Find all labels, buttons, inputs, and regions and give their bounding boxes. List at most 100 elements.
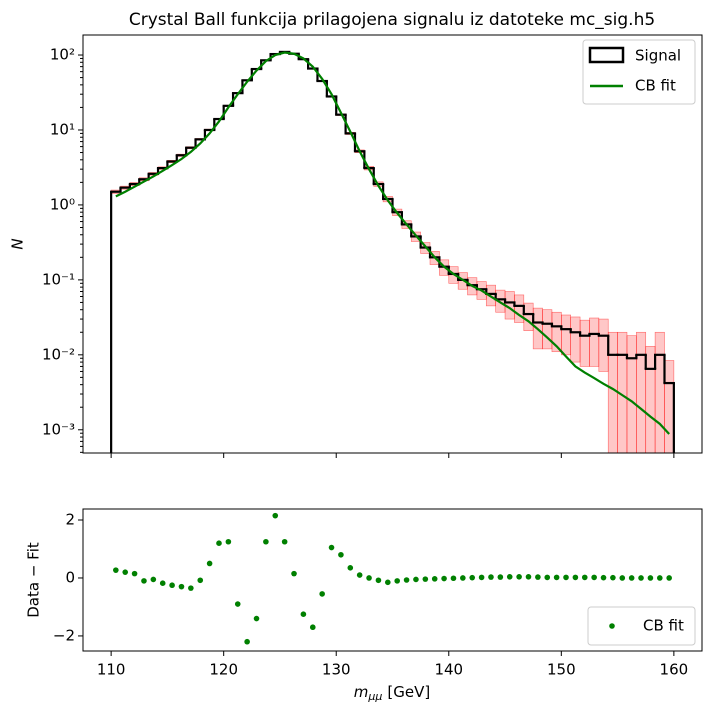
point [535, 574, 541, 580]
point [656, 575, 663, 581]
y-tick-label: 10² [50, 46, 75, 64]
point [300, 611, 307, 617]
point [244, 638, 250, 645]
x-label-subscript: μμ [367, 690, 382, 703]
point [328, 544, 335, 551]
point [581, 574, 588, 581]
error-band [654, 331, 665, 454]
point [356, 572, 363, 578]
error-band [523, 302, 534, 331]
point [497, 574, 504, 580]
legend-swatch [609, 623, 615, 629]
point [394, 578, 400, 584]
point [413, 576, 419, 583]
y-tick-label: 10⁻¹ [42, 270, 75, 288]
y-axis-label: N [9, 238, 27, 249]
point [206, 560, 213, 567]
point [600, 574, 607, 581]
point [619, 575, 626, 581]
point [338, 551, 344, 558]
point [197, 577, 204, 584]
legend-label: CB fit [635, 77, 676, 95]
point [553, 574, 560, 581]
x-tick-label: 110 [97, 661, 126, 679]
point [628, 575, 635, 581]
point [441, 575, 447, 582]
x-label-unit: [GeV] [387, 683, 430, 701]
point [647, 575, 654, 581]
legend-box [587, 606, 696, 646]
point [563, 574, 569, 581]
point [272, 512, 279, 519]
point [544, 574, 551, 581]
point [281, 538, 288, 545]
point [666, 575, 672, 581]
point [431, 576, 438, 582]
point [263, 538, 269, 545]
point [225, 538, 232, 545]
axes-frame [82, 508, 703, 652]
point [385, 579, 391, 586]
x-label-symbol: m [354, 683, 369, 701]
point [319, 591, 325, 597]
point [516, 574, 522, 580]
point [141, 578, 147, 584]
error-band [542, 309, 553, 350]
point [150, 576, 157, 583]
point [188, 585, 194, 591]
point [309, 624, 316, 631]
point [131, 570, 138, 577]
point [469, 574, 476, 581]
point [506, 574, 513, 580]
y-tick-label: −2 [53, 626, 75, 644]
y-tick-label: 0 [65, 568, 75, 586]
x-tick-label: 130 [322, 661, 351, 679]
point [450, 575, 457, 582]
point [216, 540, 222, 546]
point [366, 575, 372, 581]
point [403, 577, 410, 583]
y-tick-label: 2 [65, 511, 75, 529]
error-band [636, 331, 647, 454]
legend-swatch [588, 46, 625, 64]
point [347, 565, 354, 571]
point [113, 567, 119, 573]
point [478, 574, 485, 581]
point [638, 575, 644, 581]
axes-frame [82, 34, 703, 454]
error-band [645, 345, 656, 454]
point [591, 574, 597, 581]
point [572, 574, 579, 581]
error-band [626, 335, 637, 454]
point [178, 583, 185, 590]
point [122, 569, 129, 575]
error-band [570, 316, 581, 363]
y-tick-label: 10⁻² [42, 345, 75, 363]
chart-title: Crystal Ball funkcija prilagojena signal… [129, 10, 655, 30]
y-axis-label: Data − Fit [25, 542, 43, 618]
x-axis-label: mμμ [GeV] [354, 683, 430, 704]
point [234, 601, 241, 607]
error-band [607, 331, 618, 454]
point [169, 582, 175, 589]
point [253, 615, 260, 622]
x-tick-label: 160 [660, 661, 689, 679]
error-band [579, 319, 590, 367]
y-tick-label: 10⁻³ [42, 420, 75, 438]
y-tick-label: 10¹ [50, 120, 75, 138]
y-tick-label: 10⁰ [50, 195, 75, 213]
point [610, 574, 616, 581]
error-band [664, 360, 675, 454]
legend-label: CB fit [643, 617, 684, 635]
point [375, 577, 382, 584]
fit-line [115, 51, 670, 435]
point [488, 574, 494, 580]
point [159, 580, 166, 586]
error-band [589, 317, 600, 367]
point [460, 575, 466, 581]
x-tick-label: 140 [434, 661, 463, 679]
error-band [598, 318, 609, 372]
legend-label: Signal [635, 47, 681, 65]
